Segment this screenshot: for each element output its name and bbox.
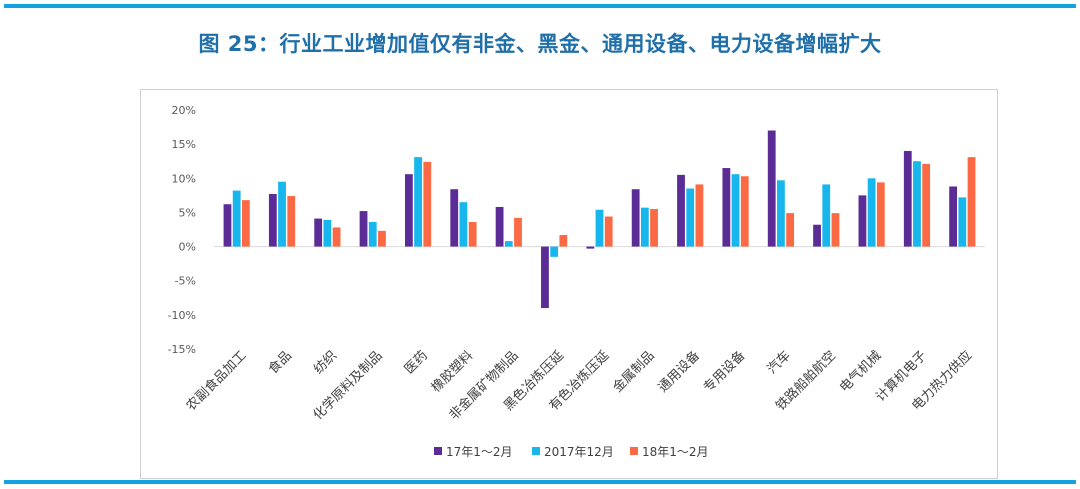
chart-frame: -15% -10% -5% 0% 5% 10% 15% 20% 农副食品加工 食品 纺织 化学原料及制…	[140, 89, 998, 479]
x-tick-label: 医药	[402, 348, 431, 377]
bar	[695, 184, 704, 247]
bottom-rule	[4, 480, 1076, 484]
bar	[459, 202, 468, 247]
bar	[731, 174, 740, 247]
bar	[287, 196, 296, 247]
bar	[831, 213, 840, 247]
bar	[332, 227, 341, 247]
bar	[278, 181, 286, 247]
x-tick-label: 橡胶塑料	[428, 348, 476, 396]
x-tick-label: 食品	[265, 348, 295, 378]
x-tick-label: 纺织	[311, 348, 340, 377]
y-tick-label: -15%	[168, 343, 196, 356]
x-tick-label: 专用设备	[700, 348, 748, 396]
bar	[423, 161, 432, 247]
bar	[223, 204, 232, 247]
bar	[268, 193, 277, 247]
y-tick-label: 20%	[172, 104, 196, 117]
x-tick-label: 电气机械	[836, 348, 884, 396]
bar	[604, 216, 613, 247]
bar	[368, 221, 377, 247]
bar	[640, 207, 649, 247]
bar	[867, 178, 876, 247]
x-tick-label: 通用设备	[655, 348, 703, 396]
bar	[777, 180, 785, 247]
x-tick-label: 农副食品加工	[183, 348, 249, 414]
legend-swatch	[630, 447, 638, 455]
bar	[595, 209, 604, 247]
bar	[414, 157, 422, 247]
bar	[514, 217, 522, 247]
bar	[813, 224, 821, 247]
bar	[314, 218, 323, 247]
bar	[404, 174, 413, 247]
bar	[495, 206, 504, 247]
bar	[967, 157, 976, 247]
y-tick-label: -5%	[175, 275, 196, 288]
bar	[876, 182, 885, 247]
legend-swatch	[434, 447, 442, 455]
bar	[378, 230, 386, 247]
bar	[922, 163, 931, 247]
bar	[241, 200, 250, 247]
legend-label: 18年1～2月	[642, 445, 709, 459]
x-tick-label: 金属制品	[610, 348, 658, 396]
bar	[586, 246, 595, 249]
bar	[858, 195, 867, 247]
bar	[740, 176, 749, 247]
legend-label: 17年1～2月	[446, 445, 513, 459]
bar	[559, 234, 568, 247]
bar	[359, 211, 368, 247]
bar-chart: -15%-10%-5%0%5%10%15%20%农副食品加工 食品 纺织化学原料及制…	[168, 104, 985, 459]
bar	[323, 219, 332, 247]
y-tick-label: 15%	[172, 138, 196, 151]
bar	[722, 168, 731, 247]
bar	[677, 174, 685, 247]
bar	[958, 197, 967, 247]
top-rule	[4, 4, 1076, 8]
bar	[450, 189, 459, 247]
y-tick-label: 5%	[179, 206, 196, 219]
bar	[468, 221, 477, 247]
y-tick-label: 0%	[179, 241, 196, 254]
bar	[504, 241, 513, 247]
y-tick-label: 10%	[172, 172, 196, 185]
figure-title: 图 25：行业工业增加值仅有非金、黑金、通用设备、电力设备增幅扩大	[198, 32, 882, 56]
bar	[903, 150, 912, 247]
bar	[550, 246, 559, 257]
x-tick-label: 汽车	[764, 348, 794, 378]
bar	[686, 188, 695, 247]
bar	[913, 161, 921, 247]
bar	[767, 130, 776, 247]
bar	[786, 213, 795, 247]
legend-swatch	[532, 447, 540, 455]
bar	[541, 246, 549, 309]
bar	[822, 184, 831, 247]
legend-label: 2017年12月	[544, 445, 614, 459]
bar	[232, 190, 241, 247]
y-tick-label: -10%	[168, 309, 196, 322]
bar	[631, 189, 640, 247]
bar	[650, 209, 658, 247]
bar	[949, 186, 958, 247]
